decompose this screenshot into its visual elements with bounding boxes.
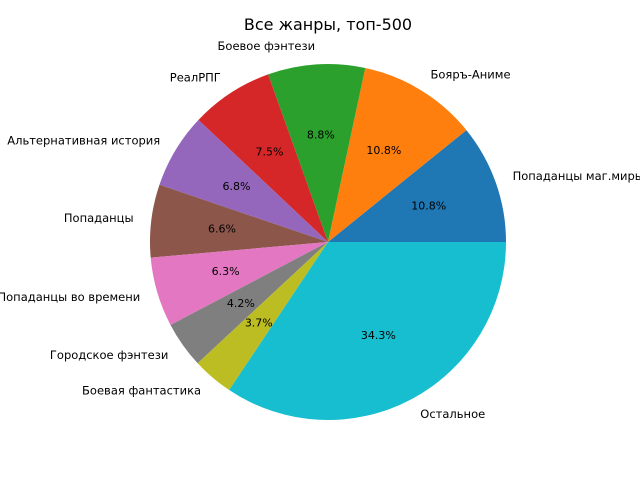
slice-label: Остальное: [420, 407, 485, 421]
slice-label: Попаданцы: [64, 211, 134, 225]
pie-slice: [268, 64, 366, 243]
pie-slice: [197, 242, 328, 391]
pie-slice: [328, 67, 467, 242]
slice-label: Боевое фэнтези: [218, 39, 316, 53]
slice-label: Боевая фантастика: [82, 384, 201, 398]
slice-percent-label: 3.7%: [245, 316, 273, 329]
slice-label: Бояръ-Аниме: [431, 68, 511, 82]
pie-slice: [170, 242, 328, 364]
slice-percent-label: 6.3%: [212, 265, 240, 278]
slice-label: Попаданцы во времени: [0, 290, 140, 304]
chart-title: Все жанры, топ-500: [244, 15, 412, 34]
slice-label: Попаданцы маг.миры: [513, 169, 640, 183]
slice-percent-label: 6.8%: [223, 180, 251, 193]
pie-slice: [150, 242, 328, 325]
slice-labels: Попаданцы маг.миры 10.8% Бояръ-Аниме 10.8% Б…: [0, 39, 640, 421]
slice-percent-label: 6.6%: [208, 222, 236, 235]
slice-percent-label: 10.8%: [411, 199, 446, 212]
slice-percent-label: 7.5%: [256, 146, 284, 159]
pie-slice: [229, 242, 507, 420]
pie-slice: [149, 184, 328, 258]
pie-slice: [159, 119, 328, 242]
slice-percent-label: 34.3%: [361, 329, 396, 342]
pie-slices: [149, 64, 507, 420]
pie-slice: [198, 74, 328, 242]
slice-percent-label: 10.8%: [366, 144, 401, 157]
slice-label: РеалРПГ: [170, 71, 221, 85]
slice-label: Городское фэнтези: [50, 348, 168, 362]
slice-percent-label: 8.8%: [307, 128, 335, 141]
slice-percent-label: 4.2%: [227, 297, 255, 310]
slice-label: Альтернативная история: [7, 134, 160, 148]
pie-slice: [328, 130, 506, 242]
